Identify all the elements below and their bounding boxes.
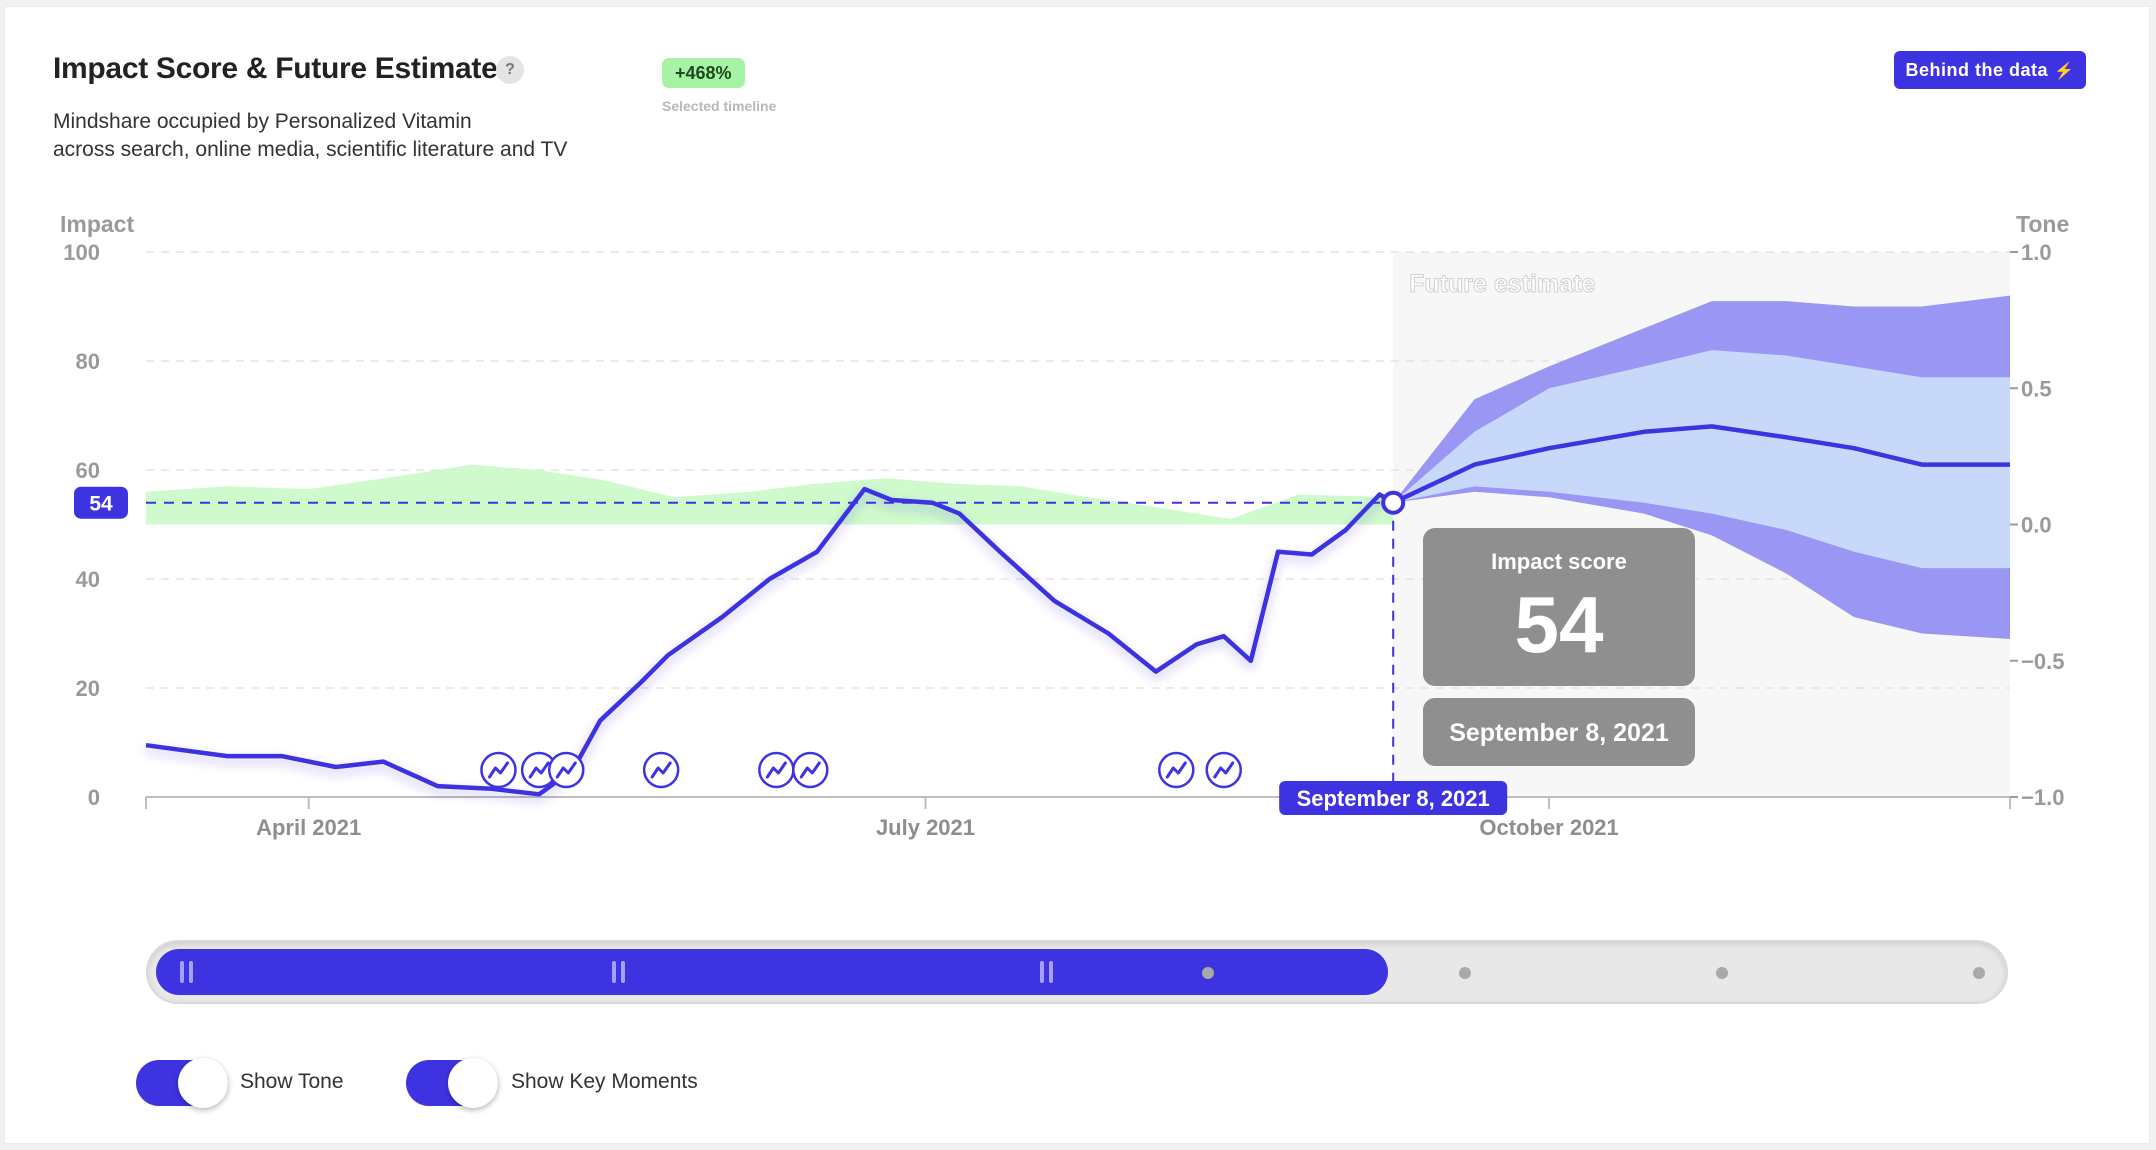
toggle-knob xyxy=(178,1058,228,1108)
tone-area xyxy=(146,464,1394,525)
timeline-slider[interactable] xyxy=(146,940,2008,1004)
show-key-moments-label: Show Key Moments xyxy=(511,1070,698,1093)
forecast-median-line xyxy=(1392,424,2010,505)
trend-stroke xyxy=(555,761,577,779)
y-tick-label: 60 xyxy=(76,458,100,483)
y-axis-label: Impact xyxy=(60,211,134,237)
trend-stroke xyxy=(765,761,787,779)
trend-stroke xyxy=(1213,761,1235,779)
current-value-marker-label: 54 xyxy=(89,493,113,516)
tooltip-date: September 8, 2021 xyxy=(1449,719,1669,747)
current-value-marker xyxy=(74,486,128,519)
behind-the-data-button[interactable]: Behind the data ⚡ xyxy=(1894,51,2086,89)
page-title: Impact Score & Future Estimate xyxy=(53,52,498,85)
trend-stroke xyxy=(650,761,672,779)
growth-badge: +468% xyxy=(662,58,745,88)
dot-icon[interactable] xyxy=(1973,967,1985,979)
impact-line xyxy=(145,486,1395,797)
grip-icon[interactable] xyxy=(1040,961,1054,983)
tone-tick-label: 0.5 xyxy=(2021,376,2052,401)
subtitle: Mindshare occupied by Personalized Vitam… xyxy=(53,108,567,164)
x-tick-label: July 2021 xyxy=(876,815,975,840)
help-icon[interactable]: ? xyxy=(496,56,524,84)
dot-icon[interactable] xyxy=(1459,967,1471,979)
current-date-flag-label: September 8, 2021 xyxy=(1297,786,1490,811)
future-estimate-label: Future estimate xyxy=(1409,270,1595,298)
trend-stroke xyxy=(487,761,509,779)
timeline-selection[interactable] xyxy=(156,949,1388,995)
show-tone-toggle[interactable] xyxy=(136,1058,228,1108)
grip-icon[interactable] xyxy=(180,961,194,983)
current-point xyxy=(1381,490,1406,515)
impact-chart: 100 80 60 40 20 0 Impact Tone 1.0 0.5 0.0 −0.5 −1.0 F… xyxy=(60,211,2069,840)
y-tick-label: 20 xyxy=(76,676,100,701)
behind-the-data-label: Behind the data xyxy=(1905,60,2049,80)
dot-icon[interactable] xyxy=(1202,967,1214,979)
tone-tick-label: −0.5 xyxy=(2021,649,2064,674)
current-date-flag xyxy=(1279,781,1508,815)
tooltip-box xyxy=(1423,528,1695,686)
show-key-moments-toggle[interactable] xyxy=(406,1058,498,1108)
y-tick-label: 0 xyxy=(88,785,100,810)
tone-axis-label: Tone xyxy=(2016,211,2069,237)
badge-caption: Selected timeline xyxy=(662,98,777,114)
y-tick-label: 80 xyxy=(76,349,100,374)
subtitle-line-2: across search, online media, scientific … xyxy=(53,138,568,161)
trend-stroke xyxy=(528,761,550,779)
x-tick-label: October 2021 xyxy=(1479,815,1618,840)
y-tick-label: 100 xyxy=(63,240,100,265)
bolt-icon: ⚡ xyxy=(2054,63,2075,80)
tooltip-value: 54 xyxy=(1515,580,1604,669)
tooltip-title: Impact score xyxy=(1491,549,1627,574)
trend-stroke xyxy=(799,761,821,779)
trend-stroke xyxy=(1165,761,1187,779)
tone-tick-label: 0.0 xyxy=(2021,513,2052,538)
tone-tick-label: −1.0 xyxy=(2021,785,2064,810)
toggle-knob xyxy=(448,1058,498,1108)
y-tick-label: 40 xyxy=(76,567,100,592)
x-tick-label: April 2021 xyxy=(256,815,361,840)
forecast-inner-band xyxy=(1393,350,2010,569)
subtitle-line-1: Mindshare occupied by Personalized Vitam… xyxy=(53,110,472,133)
show-tone-label: Show Tone xyxy=(240,1070,344,1093)
dot-icon[interactable] xyxy=(1716,967,1728,979)
tone-tick-label: 1.0 xyxy=(2021,240,2052,265)
tooltip-date-box xyxy=(1423,698,1695,766)
grip-icon[interactable] xyxy=(612,961,626,983)
